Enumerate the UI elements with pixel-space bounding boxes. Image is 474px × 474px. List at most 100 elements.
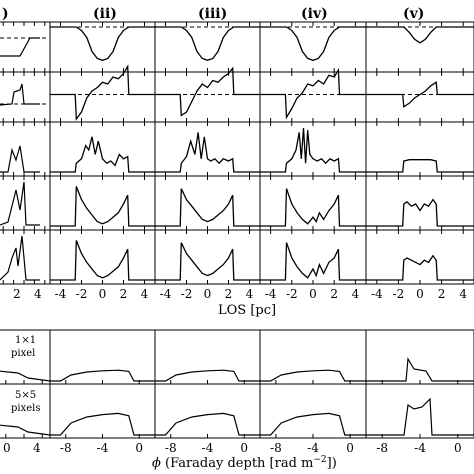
top-xtick-label: 0 [416, 287, 424, 301]
top-xtick-label: -4 [371, 287, 383, 301]
series-line [50, 369, 155, 382]
series-line [50, 186, 155, 227]
top-xlabel: LOS [pc] [218, 303, 276, 318]
series-line [50, 240, 155, 281]
top-xtick-label: 0 [99, 287, 107, 301]
series-line [366, 254, 474, 281]
top-xtick-label: -4 [55, 287, 67, 301]
top-xtick-label: 2 [438, 287, 446, 301]
series-line [50, 64, 155, 121]
top-xtick-label: 4 [141, 287, 149, 301]
series-line [366, 159, 474, 173]
top-xtick-label: 2 [225, 287, 233, 301]
bottom-xlabel: ϕ (Faraday depth [rad m−2]) [152, 455, 337, 471]
bottom-xtick-label: -4 [307, 441, 319, 455]
bottom-xlabel-phi: ϕ [152, 456, 161, 471]
series-line [155, 242, 260, 281]
top-xtick-label: -2 [286, 287, 298, 301]
series-line [50, 412, 155, 436]
column-label-i: ) [2, 6, 9, 22]
bottom-xtick-label: -8 [376, 441, 388, 455]
bottom-xlabel-end: ]) [327, 456, 337, 471]
series-line [155, 26, 260, 61]
bottom-xtick-label: 0 [240, 441, 248, 455]
series-line [366, 397, 474, 436]
panel-grid [0, 21, 474, 439]
panel-frame [154, 121, 261, 177]
series-line [0, 145, 40, 173]
bottom-xtick-label: -8 [60, 441, 72, 455]
bottom-xtick-label: -8 [165, 441, 177, 455]
top-tick-labels: -4 -2 0 2 4 -4 -2 0 2 4 -4 -2 0 2 4 -4 -2 0 2 4 [55, 287, 468, 301]
panel-frame [365, 71, 474, 123]
panel-frame [49, 121, 156, 177]
panel-frame [0, 229, 51, 285]
column-label-iii: (iii) [198, 6, 227, 22]
series-line [260, 26, 366, 61]
series-line [260, 67, 366, 120]
top-xtick-label: -2 [76, 287, 88, 301]
top-xtick-label: 0 [204, 287, 212, 301]
panel-frame [259, 71, 367, 123]
top-xtick-label: 4 [246, 287, 254, 301]
row-label-5x5-line2: pixels [11, 403, 41, 414]
series-line [155, 412, 260, 436]
panel-frame [0, 71, 51, 123]
panel-frame [49, 329, 156, 385]
bottom-xtick-label: -8 [270, 441, 282, 455]
top-xtick-label: 4 [459, 287, 467, 301]
panel-frame [365, 121, 474, 177]
panel-frame [259, 175, 367, 231]
bottom-xtick-col1-4: 4 [33, 441, 41, 455]
row-label-5x5-line1: 5×5 [15, 390, 36, 401]
panel-frame [259, 21, 367, 73]
series-line [0, 83, 40, 106]
panel-frame [154, 21, 261, 73]
column-label-v: (v) [403, 6, 424, 22]
panel-frame [0, 121, 51, 177]
series-line [260, 242, 366, 281]
panel-frame [259, 329, 367, 385]
top-xtick-label: 2 [120, 287, 128, 301]
series-line [155, 369, 260, 382]
panel-frame [49, 21, 156, 73]
top-xtick-label: -4 [160, 287, 172, 301]
series-line [50, 136, 155, 173]
series-line [366, 81, 474, 108]
series-line [0, 235, 40, 281]
bottom-xtick-label: 0 [135, 441, 143, 455]
panel-frame [365, 21, 474, 73]
top-xtick-labels: 2 4 [13, 287, 42, 301]
series-line [155, 66, 260, 117]
bottom-xlabel-exponent: −2 [313, 455, 326, 465]
column-label-iv: (iv) [301, 6, 328, 22]
series-line [366, 357, 474, 382]
xtick-col1-4: 4 [34, 287, 42, 301]
top-xtick-label: 4 [352, 287, 360, 301]
panel-frame [365, 229, 474, 285]
series-line [0, 181, 40, 226]
bottom-xtick-label: -4 [414, 441, 426, 455]
bottom-xtick-col1-0: 0 [3, 441, 11, 455]
column-label-ii: (ii) [93, 6, 117, 22]
top-xtick-label: 2 [330, 287, 338, 301]
panel-frame [365, 175, 474, 231]
series-line [366, 198, 474, 227]
series-line [155, 188, 260, 227]
bottom-xtick-label: 0 [454, 441, 462, 455]
series-line [0, 37, 40, 57]
series-line [260, 127, 366, 173]
series-line [260, 369, 366, 382]
top-xtick-label: 0 [309, 287, 317, 301]
xtick-col1-2: 2 [13, 287, 21, 301]
top-xtick-label: -2 [393, 287, 405, 301]
series-line [50, 26, 155, 61]
series-line [260, 412, 366, 436]
series-line [0, 370, 51, 382]
panel-frame [49, 175, 156, 231]
panel-frame [365, 383, 474, 439]
panel-frame [49, 229, 156, 285]
bottom-xlabel-main: (Faraday depth [rad m [161, 456, 314, 471]
panel-frame [365, 329, 474, 385]
